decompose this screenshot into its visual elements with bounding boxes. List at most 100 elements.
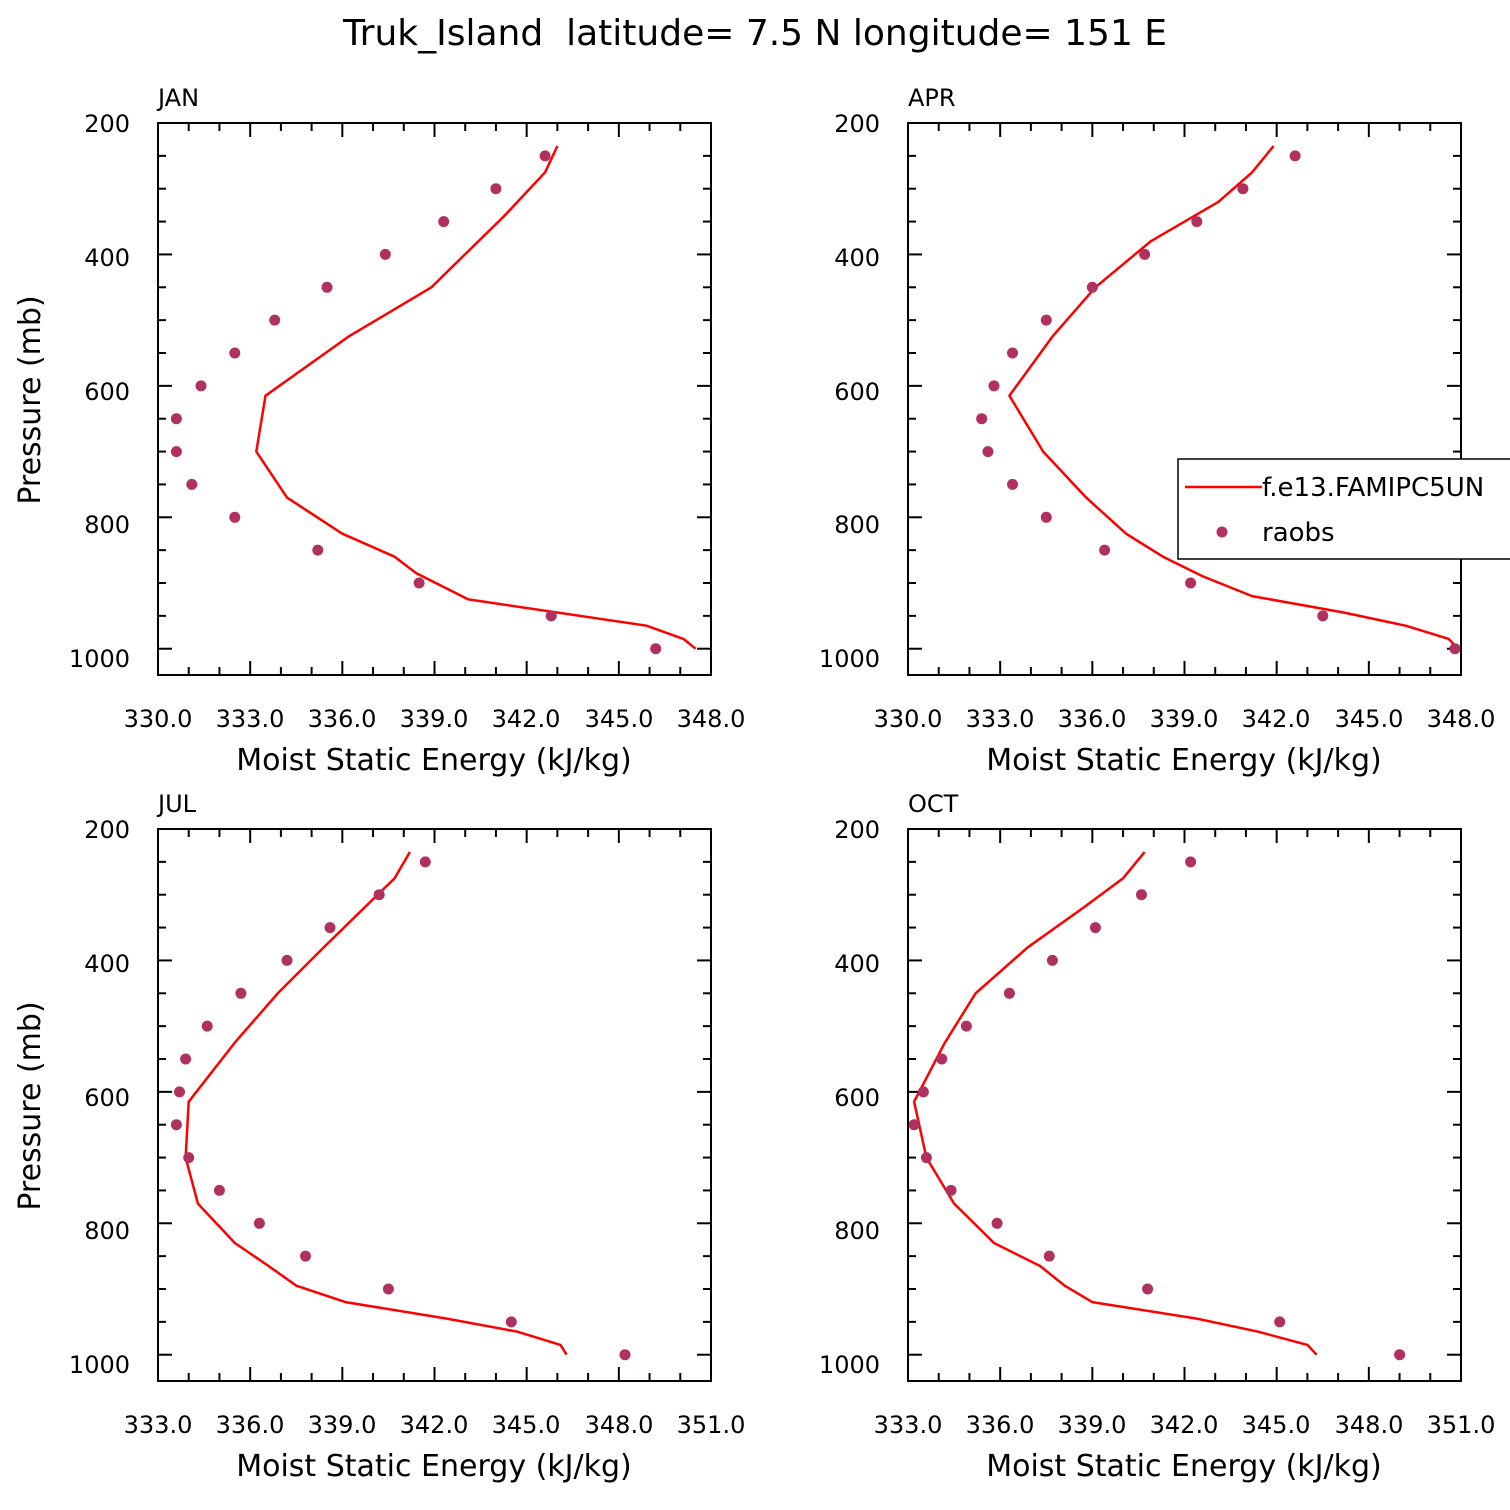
legend-model-label: f.e13.FAMIPC5UN — [1262, 473, 1484, 503]
plot-frame — [907, 122, 1462, 676]
obs-point — [379, 248, 391, 260]
y-axis-label: Pressure (mb) — [13, 295, 48, 504]
x-tick-label: 348.0 — [1427, 705, 1496, 733]
obs-point — [1043, 1250, 1055, 1262]
legend-obs-swatch — [1216, 526, 1228, 538]
y-tick-label: 200 — [84, 110, 130, 138]
series-group — [170, 851, 631, 1361]
obs-point — [201, 1020, 213, 1032]
tick-marks — [907, 122, 1462, 675]
obs-point — [1086, 281, 1098, 293]
x-tick-label: 339.0 — [400, 705, 469, 733]
x-tick-label: 342.0 — [1150, 1411, 1219, 1439]
obs-point — [438, 216, 450, 228]
y-tick-label: 600 — [834, 1084, 880, 1112]
x-tick-label: 336.0 — [216, 1411, 285, 1439]
obs-point — [170, 413, 182, 425]
obs-point — [324, 922, 336, 934]
x-tick-label: 333.0 — [874, 1411, 943, 1439]
obs-point — [174, 1086, 185, 1098]
obs-point — [1449, 643, 1461, 655]
series-group — [976, 145, 1461, 655]
x-tick-label: 339.0 — [1058, 1411, 1127, 1439]
x-axis-label: Moist Static Energy (kJ/kg) — [986, 1449, 1382, 1484]
obs-point — [908, 1119, 920, 1131]
y-tick-label: 1000 — [69, 645, 130, 673]
tick-marks — [157, 828, 712, 1381]
y-tick-label: 400 — [84, 950, 130, 978]
legend: f.e13.FAMIPC5UN raobs — [1177, 458, 1510, 560]
x-tick-label: 342.0 — [400, 1411, 469, 1439]
obs-point — [382, 1283, 394, 1295]
y-tick-label: 800 — [84, 1217, 130, 1245]
obs-point — [373, 889, 385, 901]
obs-point — [1007, 347, 1018, 359]
x-tick-label: 342.0 — [492, 705, 561, 733]
obs-point — [1007, 478, 1018, 490]
obs-point — [982, 446, 994, 458]
panel-jul: JUL Pressure (mb) Moist Static Energy (k… — [13, 790, 745, 1484]
obs-point — [170, 1119, 182, 1131]
x-tick-labels: 333.0 336.0 339.0 342.0 345.0 348.0 351.… — [874, 1411, 1496, 1439]
obs-point — [1139, 248, 1151, 260]
obs-point — [1317, 610, 1329, 622]
panel-label: JUL — [156, 790, 197, 818]
plot-frame — [157, 122, 712, 676]
obs-point — [1394, 1349, 1406, 1361]
tick-marks — [907, 828, 1462, 1381]
x-tick-label: 333.0 — [216, 705, 285, 733]
y-tick-label: 200 — [84, 816, 130, 844]
obs-point — [945, 1184, 957, 1196]
y-tick-label: 1000 — [819, 645, 880, 673]
panel-oct: OCT Moist Static Energy (kJ/kg) 333.0 33… — [819, 790, 1495, 1484]
x-tick-label: 336.0 — [966, 1411, 1035, 1439]
x-tick-label: 330.0 — [874, 705, 943, 733]
x-tick-label: 333.0 — [124, 1411, 193, 1439]
tick-marks — [157, 122, 712, 675]
x-tick-label: 348.0 — [585, 1411, 654, 1439]
obs-point — [490, 183, 502, 195]
x-tick-label: 345.0 — [1335, 705, 1404, 733]
model-series-line — [912, 851, 1318, 1356]
obs-point — [917, 1086, 929, 1098]
obs-point — [213, 1184, 225, 1196]
obs-point — [1046, 954, 1058, 966]
obs-point — [229, 347, 241, 359]
obs-point — [1142, 1283, 1154, 1295]
obs-point — [1099, 544, 1111, 556]
legend-obs-label: raobs — [1262, 518, 1335, 548]
y-tick-label: 600 — [834, 378, 880, 406]
y-tick-label: 1000 — [819, 1351, 880, 1379]
panel-label: JAN — [156, 84, 199, 112]
y-tick-label: 200 — [834, 110, 880, 138]
x-tick-labels: 333.0 336.0 339.0 342.0 345.0 348.0 351.… — [124, 1411, 746, 1439]
y-tick-label: 800 — [834, 1217, 880, 1245]
x-tick-label: 351.0 — [677, 1411, 746, 1439]
panel-label: APR — [908, 84, 956, 112]
obs-point — [281, 954, 293, 966]
y-tick-label: 400 — [84, 244, 130, 272]
obs-point — [505, 1316, 517, 1328]
model-series-line — [184, 851, 568, 1356]
obs-point — [1191, 216, 1203, 228]
y-axis-label: Pressure (mb) — [13, 1001, 48, 1210]
obs-point — [976, 413, 988, 425]
panel-jan: JAN Pressure (mb) Moist Static Energy (k… — [13, 84, 745, 778]
obs-point — [195, 380, 207, 392]
obs-point — [321, 281, 333, 293]
obs-point — [419, 856, 431, 868]
plot-frame — [907, 828, 1462, 1382]
obs-point — [312, 544, 324, 556]
series-group — [908, 851, 1406, 1361]
x-axis-label: Moist Static Energy (kJ/kg) — [236, 743, 632, 778]
x-tick-label: 339.0 — [1150, 705, 1219, 733]
obs-point — [991, 1217, 1003, 1229]
obs-point — [1185, 577, 1197, 589]
obs-point — [180, 1053, 192, 1065]
model-series-line — [255, 145, 697, 650]
model-series-line — [1008, 145, 1459, 650]
y-tick-labels: 200 400 600 800 1000 — [69, 110, 130, 673]
x-tick-label: 345.0 — [585, 705, 654, 733]
x-tick-labels: 330.0 333.0 336.0 339.0 342.0 345.0 348.… — [874, 705, 1496, 733]
